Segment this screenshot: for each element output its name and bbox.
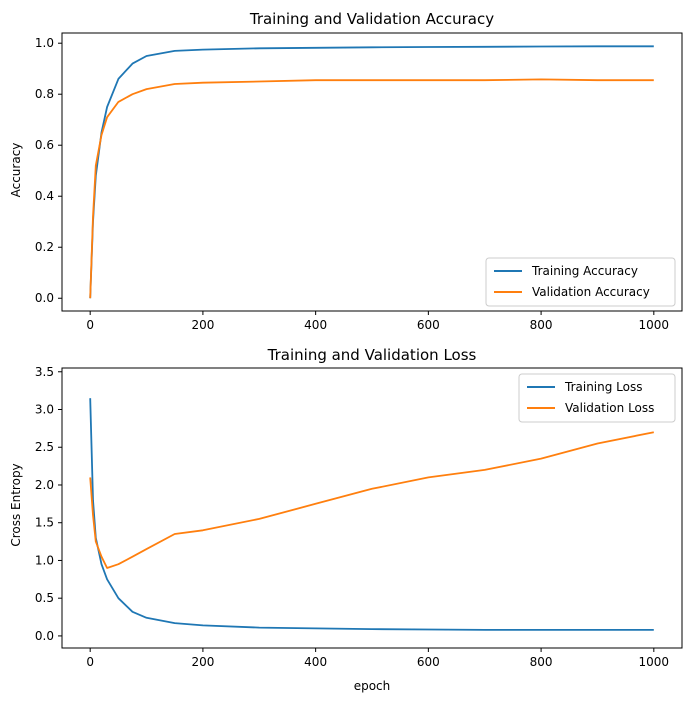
- accuracy-y-tick-label: 0.4: [35, 189, 54, 203]
- accuracy-x-tick-label: 800: [530, 318, 553, 332]
- loss-x-tick-label: 0: [86, 655, 94, 669]
- loss-chart-title: Training and Validation Loss: [267, 346, 477, 364]
- accuracy-y-tick-label: 0.6: [35, 138, 54, 152]
- loss-y-tick-label: 2.0: [35, 478, 54, 492]
- accuracy-chart: Training and Validation Accuracy Accurac…: [9, 10, 683, 332]
- loss-chart: Training and Validation Loss Cross Entro…: [9, 346, 683, 693]
- loss-x-tick-label: 200: [191, 655, 214, 669]
- accuracy-y-tick-label: 0.2: [35, 240, 54, 254]
- accuracy-chart-title: Training and Validation Accuracy: [249, 10, 494, 28]
- loss-legend: Training Loss Validation Loss: [518, 373, 676, 423]
- accuracy-x-tick-label: 600: [417, 318, 440, 332]
- legend-validation-loss-label: Validation Loss: [565, 401, 654, 415]
- loss-y-tick-label: 2.5: [35, 440, 54, 454]
- loss-x-tick-label: 1000: [639, 655, 670, 669]
- accuracy-y-axis-label: Accuracy: [9, 143, 23, 198]
- loss-legend-box: [518, 373, 676, 423]
- legend-validation-accuracy-label: Validation Accuracy: [532, 285, 650, 299]
- accuracy-y-tick-label: 0.0: [35, 291, 54, 305]
- loss-x-tick-label: 600: [417, 655, 440, 669]
- accuracy-axes-frame: [61, 32, 683, 312]
- loss-y-tick-label: 3.0: [35, 403, 54, 417]
- loss-y-tick-label: 1.0: [35, 553, 54, 567]
- loss-y-tick-label: 0.0: [35, 629, 54, 643]
- validation-accuracy-line: [89, 78, 654, 299]
- loss-x-tick-label: 400: [304, 655, 327, 669]
- accuracy-legend-box: [485, 257, 676, 307]
- training-loss-line: [89, 398, 654, 631]
- accuracy-legend: Training Accuracy Validation Accuracy: [485, 257, 676, 307]
- loss-y-tick-label: 3.5: [35, 365, 54, 379]
- legend-training-accuracy-label: Training Accuracy: [531, 264, 638, 278]
- loss-x-axis-label: epoch: [354, 679, 391, 693]
- loss-y-tick-label: 1.5: [35, 516, 54, 530]
- loss-x-tick-label: 800: [530, 655, 553, 669]
- accuracy-x-tick-label: 400: [304, 318, 327, 332]
- accuracy-x-tick-label: 200: [191, 318, 214, 332]
- loss-y-axis-label: Cross Entropy: [9, 463, 23, 546]
- accuracy-x-tick-label: 1000: [639, 318, 670, 332]
- accuracy-x-tick-label: 0: [86, 318, 94, 332]
- accuracy-y-tick-label: 0.8: [35, 87, 54, 101]
- loss-axes-frame: [61, 367, 683, 649]
- legend-training-loss-label: Training Loss: [564, 380, 642, 394]
- accuracy-y-tick-label: 1.0: [35, 36, 54, 50]
- loss-y-tick-label: 0.5: [35, 591, 54, 605]
- validation-loss-line: [89, 431, 654, 569]
